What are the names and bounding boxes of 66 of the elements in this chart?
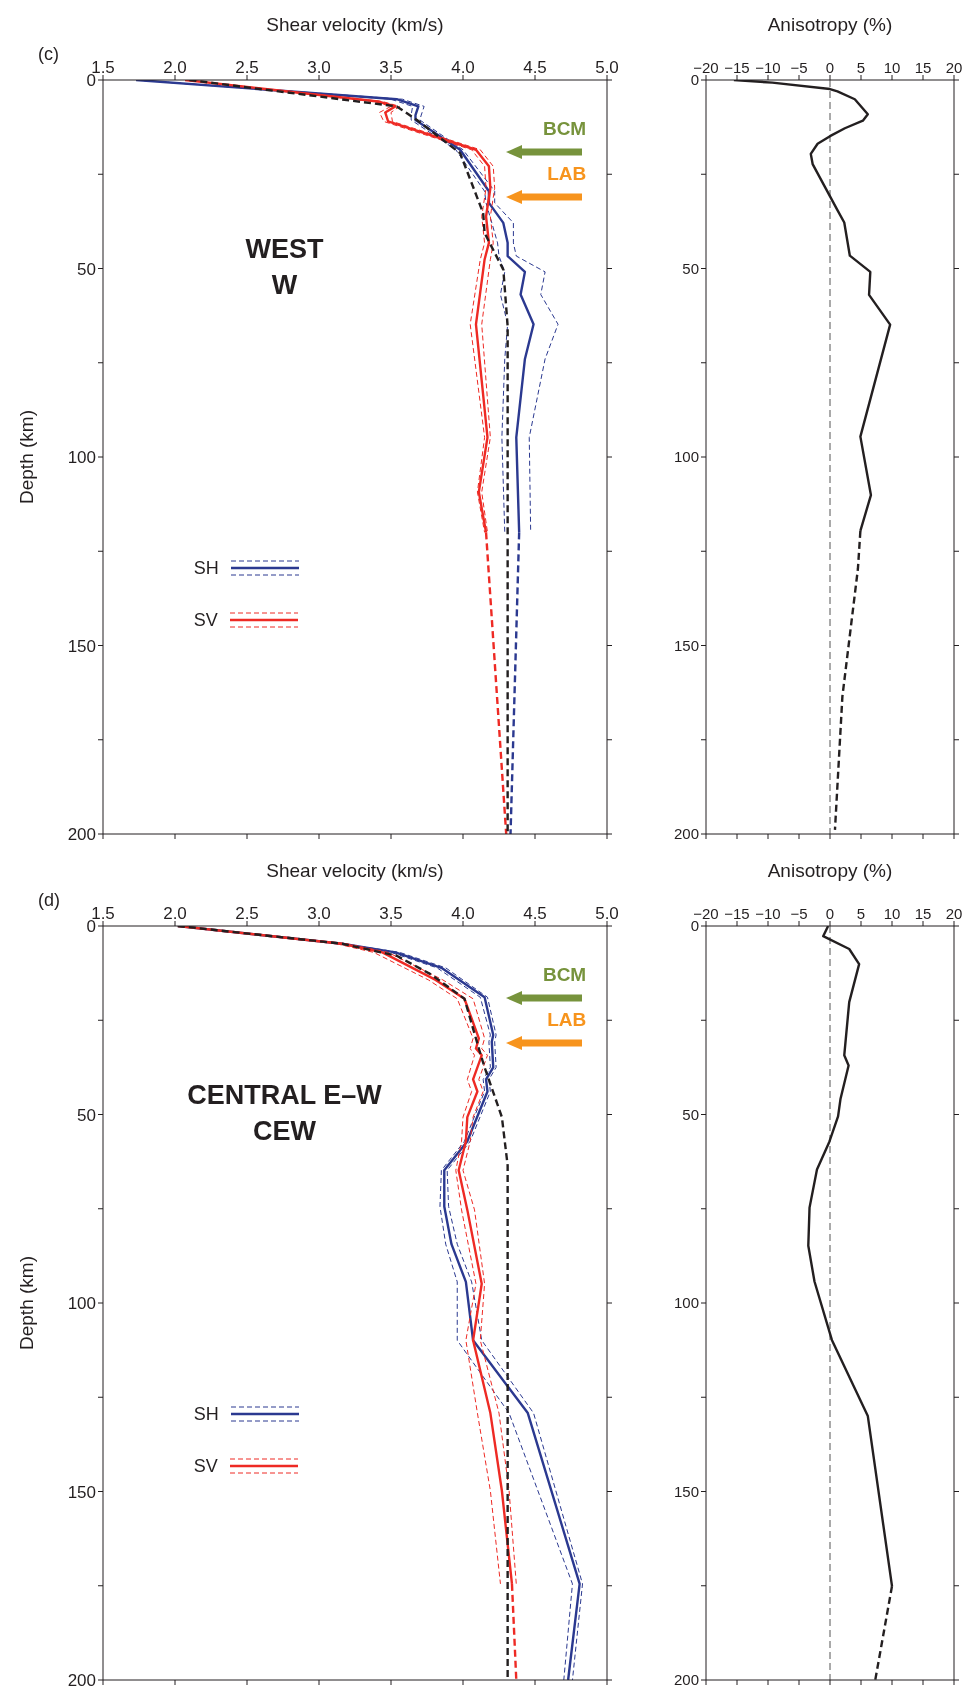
annotation: BCM <box>541 963 587 986</box>
x-tick-label: 5.0 <box>595 904 619 923</box>
x-tick-label: 3.0 <box>307 58 331 77</box>
x-tick-label: 10 <box>883 59 901 76</box>
y-tick-label: 50 <box>77 259 96 279</box>
x-tick-label: 20 <box>945 905 963 922</box>
x-tick-label: 4.5 <box>523 904 547 923</box>
y-tick-label: 100 <box>673 448 699 466</box>
x-tick-label: 4.5 <box>523 58 547 77</box>
x-tick-label: 0 <box>825 59 835 76</box>
x-tick-label: 15 <box>914 59 932 76</box>
x-axis-title: Shear velocity (km/s) <box>265 860 445 882</box>
annotation: LAB <box>546 162 587 185</box>
y-tick-label: 100 <box>673 1294 699 1312</box>
annotation: BCM <box>541 117 587 140</box>
x-tick-label: 3.0 <box>307 904 331 923</box>
y-tick-label: 200 <box>673 1671 699 1689</box>
y-tick-label: 200 <box>673 825 699 843</box>
y-tick-label: 50 <box>682 1105 699 1123</box>
x-tick-label: 2.0 <box>163 58 187 77</box>
annotation: CEW <box>251 1114 317 1148</box>
legend-label: SH <box>193 1403 219 1425</box>
y-tick-label: 50 <box>77 1105 96 1125</box>
y-axis-title: Depth (km) <box>15 410 37 504</box>
x-tick-label: 2.5 <box>235 58 259 77</box>
x-axis-title: Anisotropy (%) <box>766 14 894 36</box>
y-tick-label: 200 <box>67 1671 96 1691</box>
x-tick-label: −5 <box>790 59 808 76</box>
legend-label: SV <box>193 1455 218 1477</box>
legend-label: SH <box>193 557 219 579</box>
x-tick-label: 5 <box>856 905 866 922</box>
annotation: LAB <box>546 1008 587 1031</box>
annotation: CENTRAL E–W <box>186 1078 383 1112</box>
chart-title: (d) <box>38 890 60 911</box>
x-axis-title: Shear velocity (km/s) <box>265 14 445 36</box>
x-tick-label: −15 <box>724 905 750 922</box>
x-tick-label: 10 <box>883 905 901 922</box>
y-tick-label: 200 <box>67 825 96 845</box>
y-tick-label: 150 <box>673 1482 699 1500</box>
x-tick-label: 3.5 <box>379 904 403 923</box>
annotation: WEST <box>244 232 325 266</box>
x-tick-label: −10 <box>755 905 781 922</box>
x-tick-label: 5 <box>856 59 866 76</box>
x-tick-label: 5.0 <box>595 58 619 77</box>
x-tick-label: 4.0 <box>451 58 475 77</box>
y-tick-label: 100 <box>67 448 96 468</box>
x-tick-label: 20 <box>945 59 963 76</box>
y-tick-label: 100 <box>67 1294 96 1314</box>
x-tick-label: −10 <box>755 59 781 76</box>
x-tick-label: −15 <box>724 59 750 76</box>
x-tick-label: 0 <box>825 905 835 922</box>
x-tick-label: −5 <box>790 905 808 922</box>
y-tick-label: 150 <box>67 636 96 656</box>
x-tick-label: 2.0 <box>163 904 187 923</box>
y-tick-label: 150 <box>67 1482 96 1502</box>
x-tick-label: 3.5 <box>379 58 403 77</box>
x-axis-title: Anisotropy (%) <box>766 860 894 882</box>
y-tick-label: 150 <box>673 636 699 654</box>
y-tick-label: 50 <box>682 259 699 277</box>
chart-title: (c) <box>38 44 59 65</box>
x-tick-label: 4.0 <box>451 904 475 923</box>
y-axis-title: Depth (km) <box>15 1256 37 1350</box>
annotation: W <box>270 268 299 302</box>
legend-label: SV <box>193 609 218 631</box>
x-tick-label: 2.5 <box>235 904 259 923</box>
x-tick-label: 15 <box>914 905 932 922</box>
